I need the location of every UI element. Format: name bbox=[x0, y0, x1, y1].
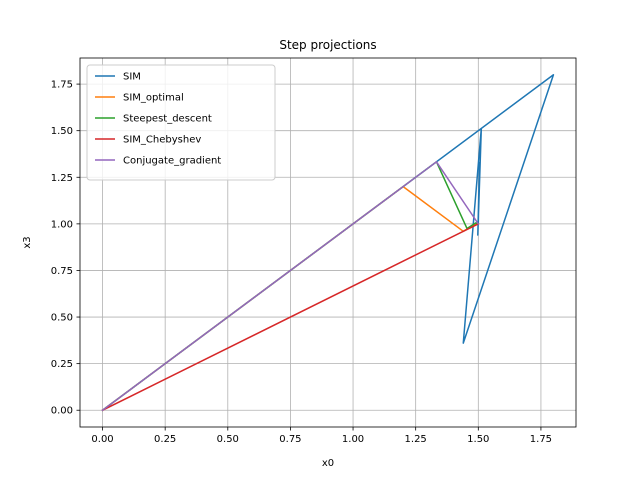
legend-box bbox=[86, 64, 276, 181]
x-tick-label: 1.50 bbox=[467, 434, 489, 445]
y-tick-label: 0.75 bbox=[51, 266, 73, 277]
y-tick-label: 1.00 bbox=[51, 219, 73, 230]
series-line-sim-chebyshev bbox=[101, 222, 480, 412]
legend-label: SIM bbox=[123, 72, 141, 83]
y-tick-label: 0.50 bbox=[51, 313, 73, 324]
legend: SIM SIM_optimal Steepest_descent SIM_Chebys… bbox=[86, 64, 276, 181]
x-tick-label: 1.25 bbox=[405, 434, 427, 445]
axes-frame bbox=[79, 57, 577, 428]
chart-title: Step projections bbox=[279, 38, 376, 52]
y-tick-label: 1.75 bbox=[51, 80, 73, 91]
x-tick-label: 1.00 bbox=[342, 434, 364, 445]
x-tick-label: 0.00 bbox=[91, 434, 113, 445]
x-tick-label: 0.50 bbox=[217, 434, 239, 445]
series-line-conjugate-gradient bbox=[101, 161, 480, 412]
y-tick-label: 1.50 bbox=[51, 126, 73, 137]
series-line-sim bbox=[101, 74, 555, 412]
legend-label: Conjugate_gradient bbox=[123, 156, 221, 167]
y-tick-label: 1.25 bbox=[51, 173, 73, 184]
y-axis-label: x3 bbox=[22, 236, 33, 248]
legend-label: SIM_Chebyshev bbox=[123, 135, 201, 146]
y-tick-label: 0.00 bbox=[51, 406, 73, 417]
legend-label: SIM_optimal bbox=[123, 93, 184, 104]
ticks: 0.00 0.25 0.50 0.75 1.00 1.25 1.50 1.75 0.00 0.25… bbox=[51, 80, 552, 445]
x-tick-label: 0.75 bbox=[279, 434, 301, 445]
series-lines bbox=[101, 74, 555, 412]
legend-label: Steepest_descent bbox=[123, 114, 212, 125]
x-axis-label: x0 bbox=[322, 458, 334, 469]
y-tick-label: 0.25 bbox=[51, 359, 73, 370]
x-tick-label: 1.75 bbox=[530, 434, 552, 445]
x-tick-label: 0.25 bbox=[154, 434, 176, 445]
